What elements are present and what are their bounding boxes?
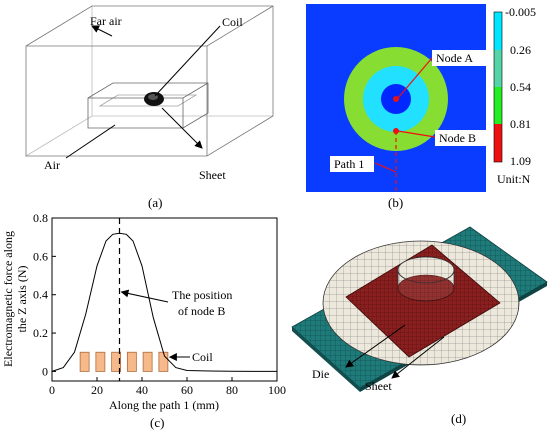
label-coil: Coil bbox=[222, 15, 243, 29]
plot-frame bbox=[51, 217, 278, 382]
series-line bbox=[51, 232, 277, 372]
label-node-a: Node A bbox=[436, 51, 473, 65]
node-b-arrow bbox=[120, 289, 169, 303]
annotation-node-b-line-2: of node B bbox=[178, 304, 225, 318]
y-tick-label-1: 0.2 bbox=[33, 326, 48, 340]
chart-ylabel-line-2: the Z axis (N) bbox=[15, 266, 29, 333]
far-air-box bbox=[25, 5, 274, 157]
y-tick-label-2: 0.4 bbox=[33, 288, 48, 302]
label-far-air: Far air bbox=[90, 14, 122, 28]
colorbar-tick-3: 0.81 bbox=[510, 117, 531, 131]
caption-d: (d) bbox=[451, 411, 466, 426]
air-box bbox=[87, 82, 209, 129]
chart-xlabel: Along the path 1 (mm) bbox=[109, 398, 219, 412]
x-tick-label-2: 40 bbox=[136, 383, 148, 397]
caption-a: (a) bbox=[148, 195, 162, 210]
panel-c-chart: Along the path 1 (mm) Electromagnetic fo… bbox=[1, 211, 286, 430]
panel-b: Node A Node B Path 1 -0.005 0.26 0.54 0.… bbox=[306, 4, 536, 210]
label-path-1: Path 1 bbox=[334, 157, 364, 171]
label-die: Die bbox=[312, 367, 329, 381]
annotation-node-b-line-1: The position bbox=[172, 288, 232, 302]
label-node-b: Node B bbox=[439, 131, 476, 145]
colorbar-tick-0: -0.005 bbox=[505, 5, 536, 19]
y-tick-label-0: 0 bbox=[42, 364, 48, 378]
y-tick-label-4: 0.8 bbox=[33, 211, 48, 225]
x-tick-label-3: 60 bbox=[181, 383, 193, 397]
label-sheet: Sheet bbox=[199, 168, 226, 182]
panel-a: Far air Coil Air Sheet (a) bbox=[25, 5, 274, 210]
coil-block-1 bbox=[95, 351, 106, 372]
coil-block-3 bbox=[126, 351, 137, 372]
label-sheet-d: Sheet bbox=[365, 379, 392, 393]
annotation-coil: Coil bbox=[192, 350, 213, 364]
panel-d: Die Sheet (d) bbox=[291, 226, 548, 426]
coil-block-0 bbox=[79, 351, 90, 372]
coil-block-5 bbox=[158, 351, 169, 372]
colorbar-tick-1: 0.26 bbox=[510, 43, 531, 57]
x-tick-label-5: 100 bbox=[268, 383, 286, 397]
coil-block-4 bbox=[142, 351, 153, 372]
x-tick-label-0: 0 bbox=[49, 383, 55, 397]
x-tick-label-4: 80 bbox=[226, 383, 238, 397]
x-tick-label-1: 20 bbox=[91, 383, 103, 397]
colorbar-tick-2: 0.54 bbox=[510, 80, 531, 94]
coil-block-2 bbox=[111, 351, 122, 372]
caption-b: (b) bbox=[388, 195, 403, 210]
colorbar-unit: Unit:N bbox=[497, 172, 531, 186]
chart-ylabel-line-1: Electromagnetic force along bbox=[1, 231, 15, 367]
colorbar bbox=[493, 11, 503, 163]
colorbar-tick-4: 1.09 bbox=[510, 154, 531, 168]
y-tick-label-3: 0.6 bbox=[33, 249, 48, 263]
caption-c: (c) bbox=[150, 415, 164, 430]
label-air: Air bbox=[44, 158, 60, 172]
